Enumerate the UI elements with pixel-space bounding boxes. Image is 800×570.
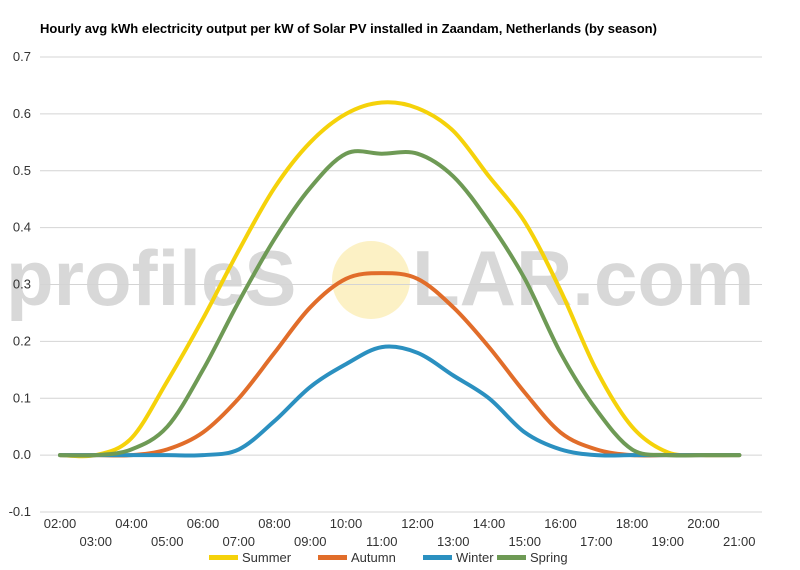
legend: Summer Autumn Winter Spring <box>209 550 568 565</box>
y-tick-label: 0.7 <box>13 49 31 64</box>
legend-label-summer: Summer <box>242 550 292 565</box>
x-tick-label: 04:00 <box>115 516 148 531</box>
x-tick-label: 02:00 <box>44 516 77 531</box>
x-tick-label: 16:00 <box>544 516 577 531</box>
legend-label-winter: Winter <box>456 550 494 565</box>
y-tick-label: 0.4 <box>13 220 31 235</box>
y-tick-label: 0.2 <box>13 333 31 348</box>
series-line-spring <box>58 149 742 458</box>
x-tick-label: 19:00 <box>651 534 684 549</box>
x-tick-label: 05:00 <box>151 534 184 549</box>
y-tick-label: 0.5 <box>13 163 31 178</box>
x-tick-label: 15:00 <box>508 534 541 549</box>
legend-swatch-winter <box>423 555 452 560</box>
x-tick-label: 20:00 <box>687 516 720 531</box>
series-line-winter <box>58 344 742 458</box>
x-tick-label: 10:00 <box>330 516 363 531</box>
watermark-text-right: LAR.com <box>412 234 754 322</box>
watermark-text-left: profileS <box>6 234 296 322</box>
series-lines <box>58 100 742 459</box>
watermark-sun-icon <box>332 241 410 319</box>
x-tick-label: 13:00 <box>437 534 470 549</box>
x-tick-label: 06:00 <box>187 516 220 531</box>
x-tick-label: 08:00 <box>258 516 291 531</box>
legend-label-autumn: Autumn <box>351 550 396 565</box>
legend-label-spring: Spring <box>530 550 568 565</box>
chart-title: Hourly avg kWh electricity output per kW… <box>40 21 657 36</box>
x-tick-label: 18:00 <box>616 516 649 531</box>
x-tick-label: 09:00 <box>294 534 327 549</box>
x-tick-label: 14:00 <box>473 516 506 531</box>
legend-swatch-autumn <box>318 555 347 560</box>
x-tick-label: 17:00 <box>580 534 613 549</box>
y-tick-label: 0.6 <box>13 106 31 121</box>
y-tick-label: 0.3 <box>13 277 31 292</box>
series-line-summer <box>58 100 742 459</box>
x-axis-ticks: 02:00 04:00 06:00 08:00 10:00 12:00 14:00 16:00… <box>44 516 756 549</box>
watermark: profileS LAR.com <box>6 234 754 322</box>
y-axis-ticks: 0.7 0.6 0.5 0.4 0.3 0.2 0.1 0.0 -0.1 <box>9 49 31 519</box>
x-tick-label: 21:00 <box>723 534 756 549</box>
y-tick-label: -0.1 <box>9 504 31 519</box>
x-tick-label: 03:00 <box>79 534 112 549</box>
y-tick-label: 0.0 <box>13 447 31 462</box>
x-tick-label: 12:00 <box>401 516 434 531</box>
y-tick-label: 0.1 <box>13 390 31 405</box>
legend-swatch-spring <box>497 555 526 560</box>
x-tick-label: 11:00 <box>366 534 398 549</box>
x-tick-label: 07:00 <box>222 534 255 549</box>
legend-swatch-summer <box>209 555 238 560</box>
